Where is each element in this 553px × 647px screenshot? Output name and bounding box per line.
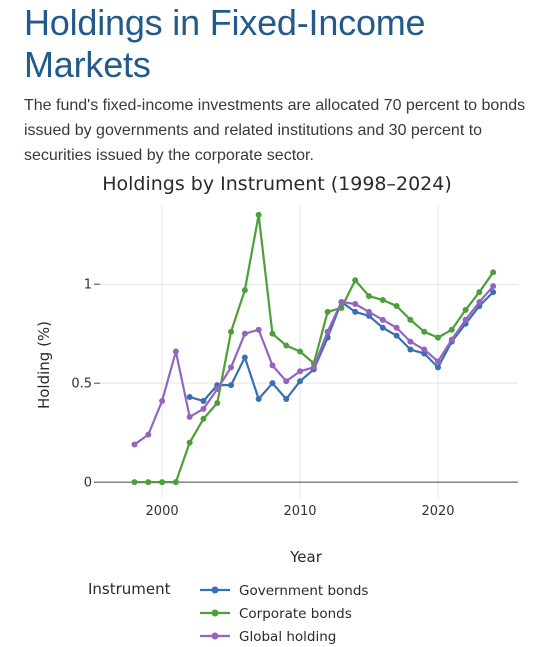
- data-point[interactable]: [297, 348, 304, 355]
- data-point[interactable]: [172, 479, 179, 486]
- data-point[interactable]: [241, 330, 248, 337]
- y-tick-label: 1: [84, 278, 92, 293]
- legend-title: Instrument: [88, 580, 171, 598]
- data-point[interactable]: [434, 358, 441, 365]
- data-point[interactable]: [338, 299, 345, 306]
- data-point[interactable]: [269, 362, 276, 369]
- data-point[interactable]: [448, 326, 455, 333]
- data-point[interactable]: [324, 328, 331, 335]
- data-point[interactable]: [352, 277, 359, 284]
- data-point[interactable]: [352, 308, 359, 315]
- chart-title: Holdings by Instrument (1998–2024): [102, 173, 452, 195]
- data-point[interactable]: [228, 364, 235, 371]
- data-point[interactable]: [462, 306, 469, 313]
- data-point[interactable]: [393, 324, 400, 331]
- data-point[interactable]: [228, 382, 235, 389]
- data-point[interactable]: [200, 405, 207, 412]
- x-tick-label: 2000: [146, 504, 179, 519]
- data-point[interactable]: [490, 289, 497, 296]
- data-point[interactable]: [393, 332, 400, 339]
- y-axis-title: Holding (%): [35, 321, 53, 409]
- series-layer: [131, 211, 497, 486]
- data-point[interactable]: [241, 354, 248, 361]
- data-point[interactable]: [186, 394, 193, 401]
- data-point[interactable]: [241, 287, 248, 294]
- data-point[interactable]: [159, 397, 166, 404]
- data-point[interactable]: [434, 364, 441, 371]
- data-point[interactable]: [366, 293, 373, 300]
- data-point[interactable]: [145, 431, 152, 438]
- data-point[interactable]: [476, 299, 483, 306]
- data-point[interactable]: [255, 211, 262, 218]
- data-point[interactable]: [214, 399, 221, 406]
- gridlines: [100, 205, 518, 498]
- data-point[interactable]: [352, 300, 359, 307]
- data-point[interactable]: [283, 396, 290, 403]
- data-point[interactable]: [255, 326, 262, 333]
- legend: Instrument Government bonds Corporate bon…: [88, 580, 368, 645]
- data-point[interactable]: [269, 330, 276, 337]
- data-point[interactable]: [214, 386, 221, 393]
- legend-swatch-marker: [211, 586, 219, 594]
- y-tick-labels: 00.51: [71, 278, 100, 491]
- data-point[interactable]: [366, 308, 373, 315]
- data-point[interactable]: [379, 297, 386, 304]
- legend-label: Corporate bonds: [239, 606, 352, 622]
- article-lede: The fund's fixed-income investments are …: [24, 97, 526, 164]
- data-point[interactable]: [421, 346, 428, 353]
- data-point[interactable]: [159, 479, 166, 486]
- legend-label: Government bonds: [239, 583, 368, 599]
- data-point[interactable]: [393, 302, 400, 309]
- data-point[interactable]: [200, 397, 207, 404]
- data-point[interactable]: [131, 479, 138, 486]
- data-point[interactable]: [131, 441, 138, 448]
- legend-label: Global holding: [239, 629, 336, 645]
- data-point[interactable]: [172, 348, 179, 355]
- data-point[interactable]: [407, 346, 414, 353]
- legend-swatch-marker: [211, 632, 219, 640]
- data-point[interactable]: [490, 283, 497, 290]
- data-point[interactable]: [283, 342, 290, 349]
- data-point[interactable]: [269, 380, 276, 387]
- legend-item[interactable]: Government bonds: [200, 583, 368, 599]
- data-point[interactable]: [145, 479, 152, 486]
- x-tick-label: 2010: [283, 504, 316, 519]
- series-global-holding: [131, 283, 497, 448]
- data-point[interactable]: [228, 328, 235, 335]
- page-headline: Holdings in Fixed-Income Markets: [24, 2, 426, 85]
- data-point[interactable]: [255, 396, 262, 403]
- data-point[interactable]: [462, 316, 469, 323]
- data-point[interactable]: [448, 336, 455, 343]
- data-point[interactable]: [421, 328, 428, 335]
- data-point[interactable]: [297, 378, 304, 385]
- data-point[interactable]: [379, 316, 386, 323]
- data-point[interactable]: [186, 413, 193, 420]
- data-point[interactable]: [490, 269, 497, 276]
- data-point[interactable]: [283, 378, 290, 385]
- data-point[interactable]: [186, 439, 193, 446]
- data-point[interactable]: [324, 308, 331, 315]
- data-point[interactable]: [200, 415, 207, 422]
- data-point[interactable]: [379, 324, 386, 331]
- y-tick-label: 0.5: [71, 377, 92, 392]
- legend-item[interactable]: Corporate bonds: [200, 606, 352, 622]
- x-tick-labels: 2000 2010 2020: [146, 504, 455, 519]
- data-point[interactable]: [407, 338, 414, 345]
- y-tick-label: 0: [84, 476, 92, 491]
- legend-swatch-marker: [211, 609, 219, 617]
- data-point[interactable]: [310, 364, 317, 371]
- x-tick-label: 2020: [421, 504, 454, 519]
- x-axis-title: Year: [289, 548, 323, 566]
- data-point[interactable]: [434, 334, 441, 341]
- series-corporate-bonds: [131, 211, 497, 486]
- legend-item[interactable]: Global holding: [200, 629, 336, 645]
- data-point[interactable]: [476, 289, 483, 296]
- data-point[interactable]: [407, 316, 414, 323]
- data-point[interactable]: [297, 368, 304, 375]
